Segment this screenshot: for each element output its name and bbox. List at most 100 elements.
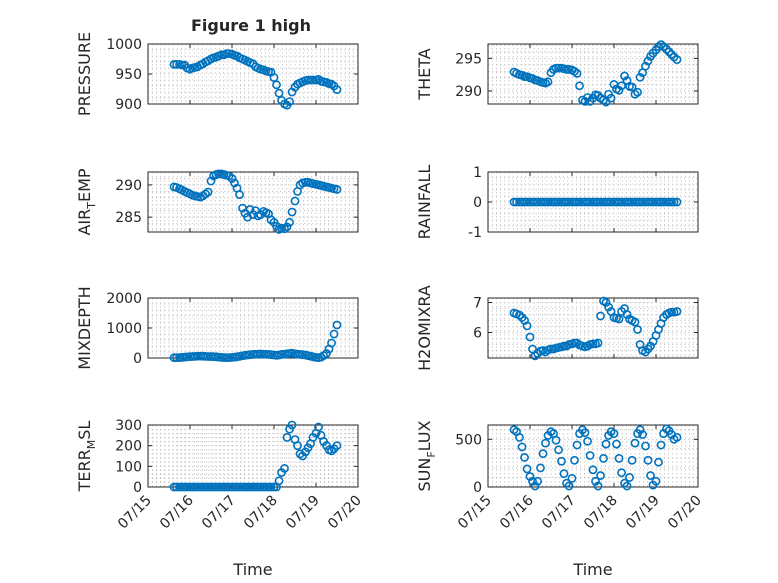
data-point (290, 196, 300, 206)
data-point (596, 471, 605, 480)
data-point (633, 87, 642, 97)
data-point (214, 169, 223, 179)
data-point (543, 77, 553, 87)
data-point (606, 93, 616, 103)
data-point (669, 197, 679, 207)
y-tick-label: 295 (455, 51, 482, 67)
y-tick-label: 2000 (106, 291, 142, 307)
y-tick-label: 0 (133, 351, 142, 367)
data-point (224, 353, 234, 363)
y-axis-label: THETA (415, 48, 434, 100)
y-tick-label: 285 (115, 210, 142, 226)
y-axis-label: RAINFALL (415, 165, 434, 240)
data-point (515, 310, 524, 320)
data-point (614, 453, 624, 463)
data-point (614, 85, 624, 95)
data-point (332, 185, 342, 194)
data-point (280, 463, 289, 473)
y-axis-label: SUNFLUX (415, 420, 438, 491)
data-point (664, 47, 674, 57)
y-axis-label: TERRMSL (75, 421, 98, 493)
y-tick-label: 1000 (106, 321, 142, 337)
data-point (672, 307, 682, 316)
data-point (572, 68, 582, 78)
data-point (522, 464, 532, 474)
y-tick-label: 0 (473, 480, 482, 496)
y-tick-label: 900 (115, 97, 142, 113)
data-point (322, 349, 331, 358)
data-point (617, 468, 626, 478)
data-point (641, 441, 650, 451)
data-point (203, 187, 213, 197)
data-point (272, 80, 281, 90)
data-point (638, 430, 647, 439)
data-point (656, 440, 666, 450)
data-point (332, 320, 342, 330)
x-tick-label: 07/17 (199, 493, 239, 533)
data-point (627, 82, 637, 92)
data-point (620, 71, 629, 81)
data-point (646, 471, 655, 480)
data-point (572, 440, 582, 450)
x-tick-label: 07/18 (241, 493, 281, 533)
axes-box-h2omixra (487, 297, 699, 359)
series-h2omixra (509, 296, 682, 361)
data-point (314, 422, 323, 432)
data-point (285, 217, 294, 227)
data-point (622, 481, 632, 491)
y-axis-label: H2OMIXRA (415, 285, 434, 371)
y-tick-label: 1 (473, 165, 482, 181)
data-point (651, 476, 661, 486)
data-point (635, 425, 645, 435)
data-point (533, 476, 542, 486)
grid-air_temp (147, 171, 359, 232)
data-point (612, 439, 621, 449)
data-point (285, 97, 294, 106)
data-point (245, 350, 255, 360)
data-point (525, 332, 535, 342)
y-tick-label: 290 (455, 84, 482, 100)
y-tick-label: 0 (473, 195, 482, 211)
data-point (308, 75, 318, 85)
data-point (332, 441, 342, 451)
figure-title: Figure 1 high (191, 16, 311, 35)
subplot-theta: 290 295 THETA (415, 40, 699, 107)
data-point (643, 56, 653, 66)
data-point (662, 44, 671, 54)
data-point (282, 432, 292, 442)
data-point (596, 311, 605, 321)
data-point (627, 455, 637, 465)
data-point (515, 432, 524, 442)
data-point (567, 474, 577, 483)
data-point (570, 455, 579, 465)
data-point (672, 197, 682, 207)
y-tick-label: 100 (115, 459, 142, 475)
data-point (588, 465, 598, 475)
data-point (609, 429, 619, 438)
x-tick-label: 07/20 (325, 493, 365, 533)
data-point (593, 91, 603, 100)
y-tick-label: 300 (115, 418, 142, 434)
data-point (554, 63, 563, 73)
axes-box-sun_flux (487, 424, 699, 488)
series-terr_msl (169, 420, 342, 492)
data-point (256, 349, 265, 359)
subplot-terr_msl: 0 100 200 300 07/15 07/16 07/17 07/18 07/19 07/20… (75, 418, 365, 579)
data-point (182, 352, 192, 362)
x-axis-label: Time (232, 560, 272, 579)
data-point (287, 207, 297, 217)
grid-mixdepth (147, 297, 359, 359)
series-theta (509, 40, 682, 107)
data-point (172, 60, 181, 69)
data-point (530, 351, 540, 361)
data-point (646, 341, 655, 351)
data-point (583, 436, 592, 446)
data-point (672, 55, 682, 65)
x-tick-label: 07/16 (157, 492, 197, 532)
y-tick-label: 7 (473, 296, 482, 312)
y-tick-label: 500 (455, 432, 482, 448)
x-tick-label: 07/18 (581, 493, 621, 533)
data-point (266, 482, 276, 492)
subplot-sun_flux: 0 500 07/15 07/16 07/17 07/18 07/19 07/20 Time SU… (415, 420, 705, 579)
